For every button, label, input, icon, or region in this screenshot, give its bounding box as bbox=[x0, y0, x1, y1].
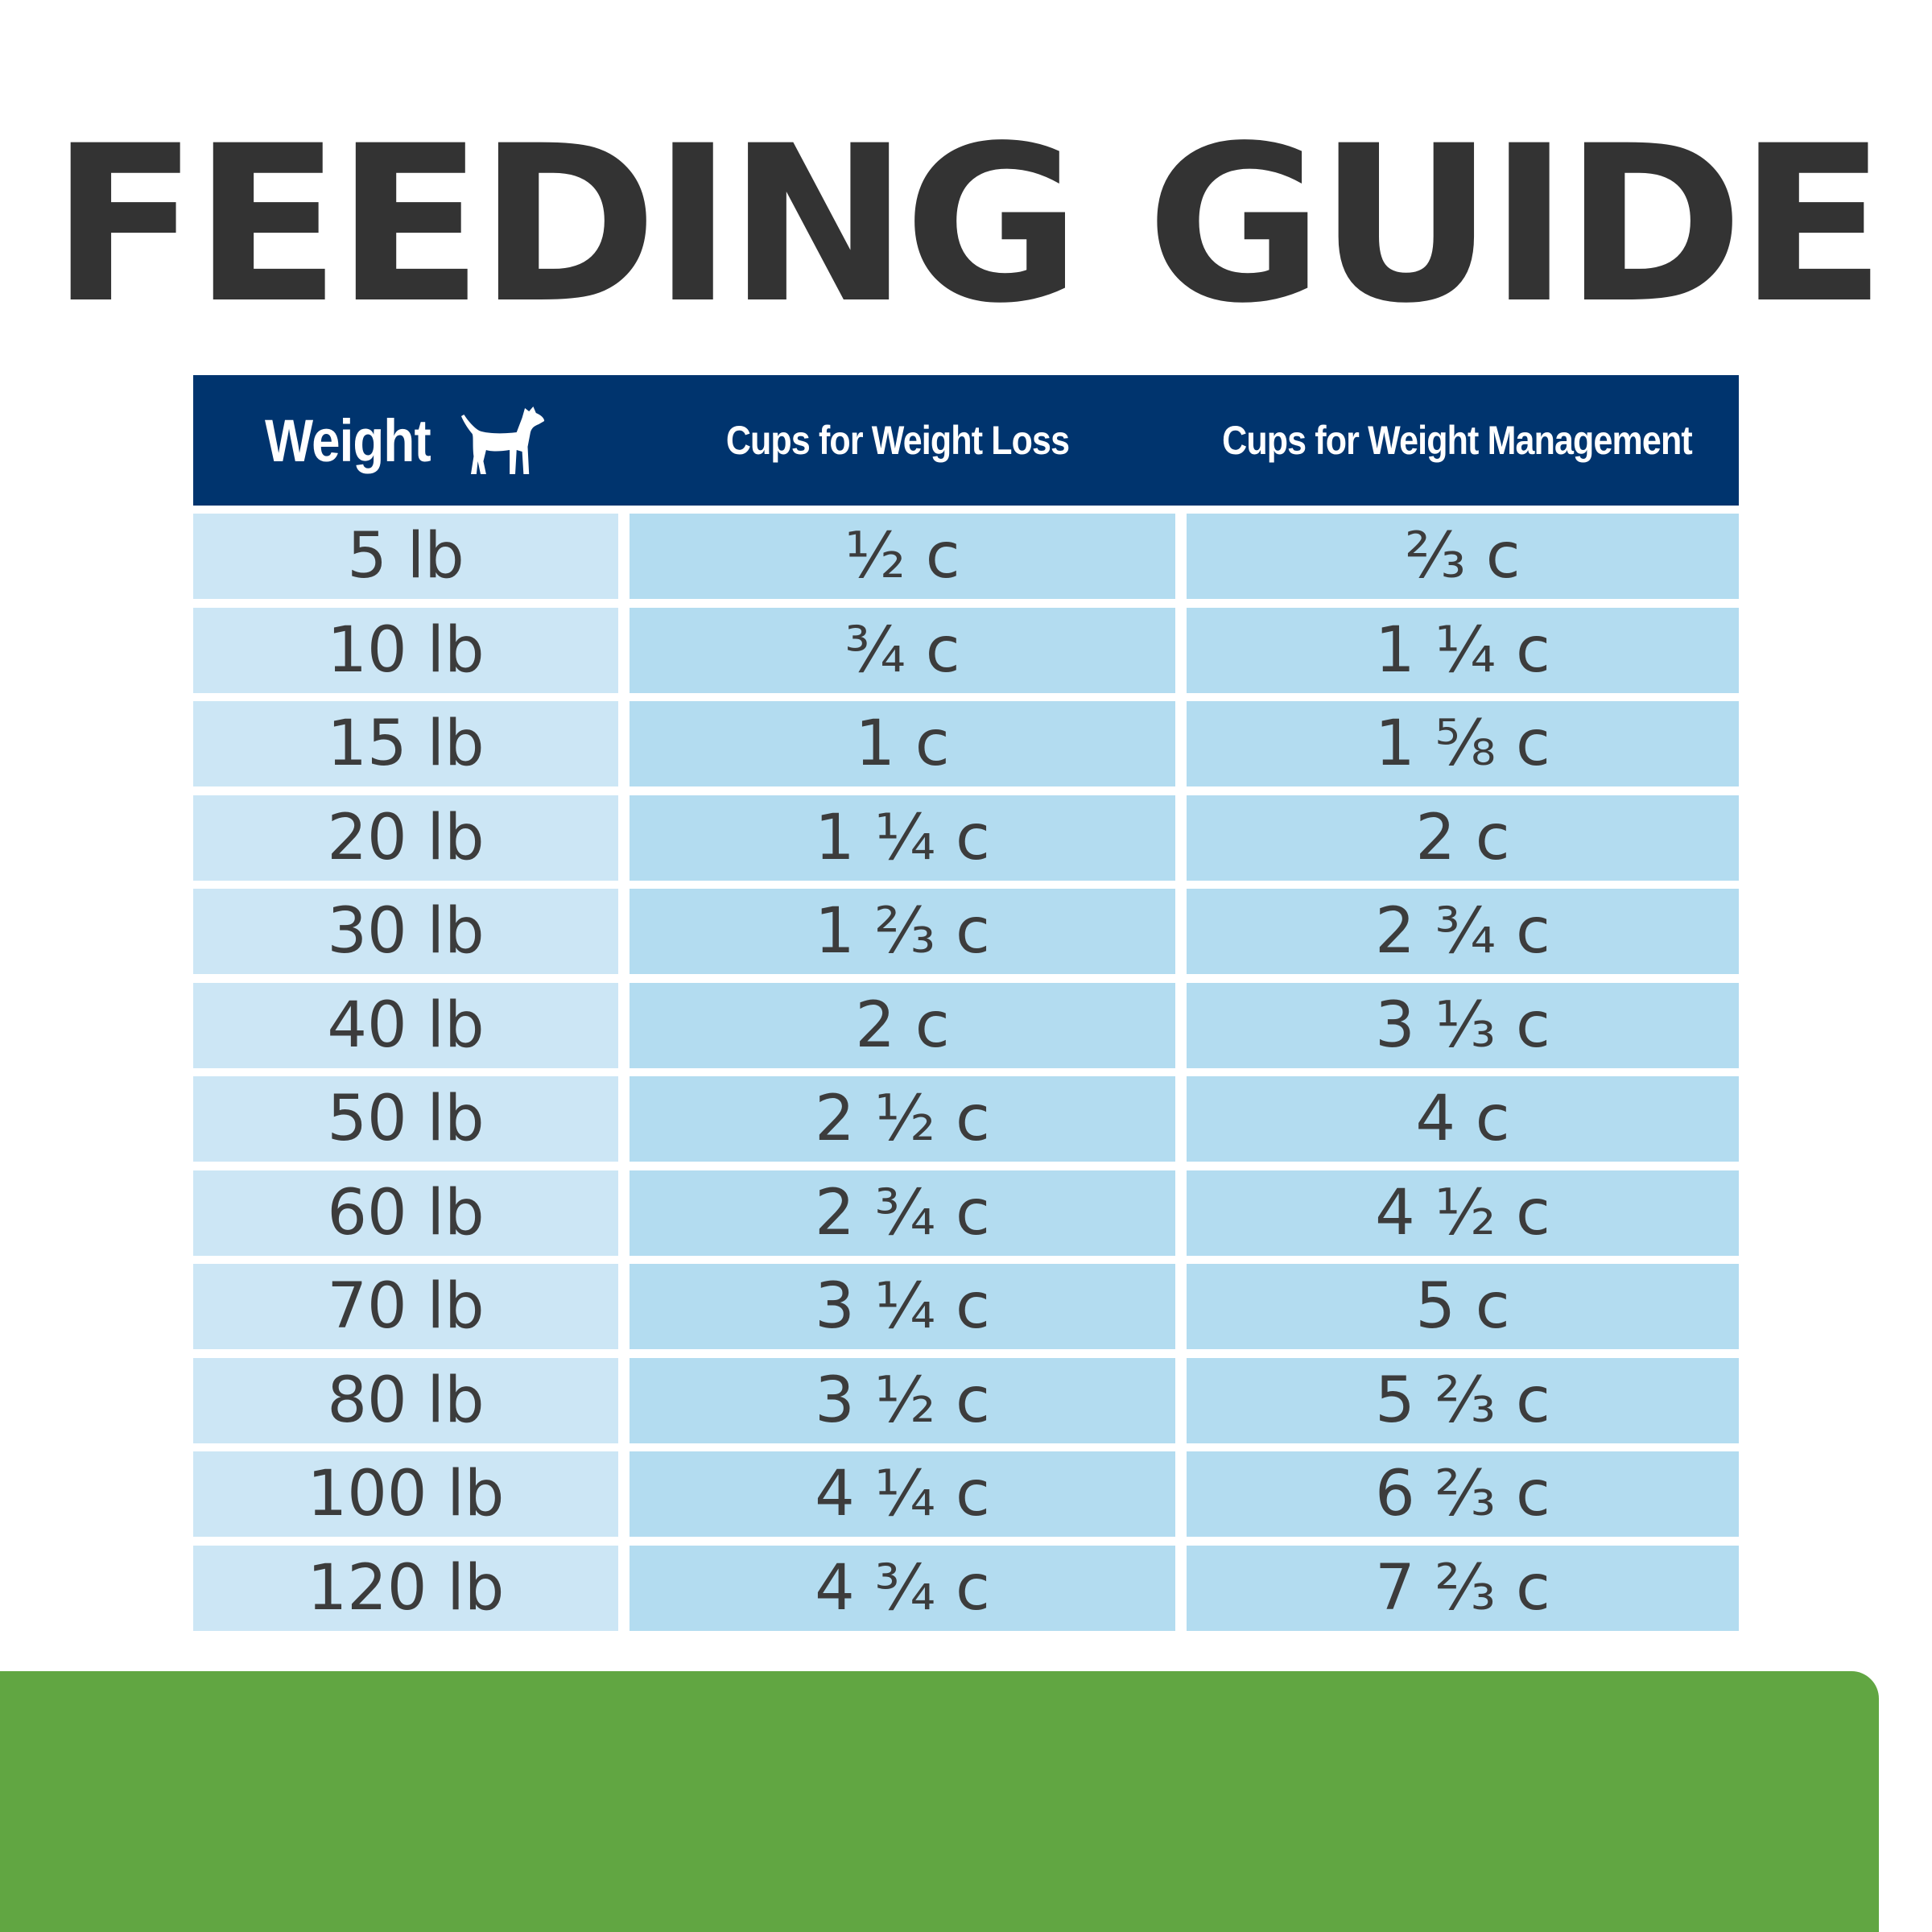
weight-loss-cell: 1 c bbox=[630, 701, 1175, 786]
weight-loss-cell: 2 ½ c bbox=[630, 1076, 1175, 1162]
weight-cell: 80 lb bbox=[193, 1357, 618, 1443]
weight-loss-cell: 4 ¾ c bbox=[630, 1545, 1175, 1631]
page-title: FEEDING GUIDE bbox=[51, 100, 1886, 351]
weight-cell: 120 lb bbox=[193, 1545, 618, 1631]
header-weight-management: Cups for Weight Management bbox=[1222, 418, 1693, 463]
weight-management-cell: 5 c bbox=[1187, 1264, 1739, 1349]
weight-management-cell: 1 ⅝ c bbox=[1187, 701, 1739, 786]
weight-loss-cell: 1 ¼ c bbox=[630, 795, 1175, 881]
weight-loss-cell: 3 ¼ c bbox=[630, 1264, 1175, 1349]
table-header: Weight Cups for Weight Loss Cups for Wei… bbox=[193, 375, 1739, 506]
header-weight-label: Weight bbox=[265, 407, 431, 474]
weight-cell: 40 lb bbox=[193, 982, 618, 1068]
weight-cell: 10 lb bbox=[193, 607, 618, 693]
weight-management-cell: 1 ¼ c bbox=[1187, 607, 1739, 693]
weight-management-cell: 7 ⅔ c bbox=[1187, 1545, 1739, 1631]
dog-icon bbox=[460, 407, 544, 474]
footer-green-panel bbox=[0, 1671, 1879, 1932]
weight-loss-cell: 1 ⅔ c bbox=[630, 889, 1175, 974]
header-weight-loss: Cups for Weight Loss bbox=[725, 418, 1070, 463]
weight-cell: 70 lb bbox=[193, 1264, 618, 1349]
weight-management-cell: 2 c bbox=[1187, 795, 1739, 881]
header-weight: Weight bbox=[223, 375, 590, 506]
weight-loss-cell: ½ c bbox=[630, 514, 1175, 599]
weight-cell: 5 lb bbox=[193, 514, 618, 599]
weight-management-cell: 6 ⅔ c bbox=[1187, 1451, 1739, 1537]
weight-management-cell: 4 c bbox=[1187, 1076, 1739, 1162]
weight-cell: 100 lb bbox=[193, 1451, 618, 1537]
weight-loss-cell: 3 ½ c bbox=[630, 1357, 1175, 1443]
weight-management-cell: 4 ½ c bbox=[1187, 1170, 1739, 1256]
weight-management-cell: ⅔ c bbox=[1187, 514, 1739, 599]
weight-cell: 15 lb bbox=[193, 701, 618, 786]
weight-cell: 50 lb bbox=[193, 1076, 618, 1162]
weight-loss-cell: 2 ¾ c bbox=[630, 1170, 1175, 1256]
weight-cell: 60 lb bbox=[193, 1170, 618, 1256]
weight-cell: 30 lb bbox=[193, 889, 618, 974]
feeding-table: Weight Cups for Weight Loss Cups for Wei… bbox=[193, 375, 1739, 1639]
weight-loss-cell: 2 c bbox=[630, 982, 1175, 1068]
weight-management-cell: 3 ⅓ c bbox=[1187, 982, 1739, 1068]
weight-loss-cell: ¾ c bbox=[630, 607, 1175, 693]
weight-management-cell: 5 ⅔ c bbox=[1187, 1357, 1739, 1443]
weight-management-cell: 2 ¾ c bbox=[1187, 889, 1739, 974]
weight-loss-cell: 4 ¼ c bbox=[630, 1451, 1175, 1537]
weight-cell: 20 lb bbox=[193, 795, 618, 881]
